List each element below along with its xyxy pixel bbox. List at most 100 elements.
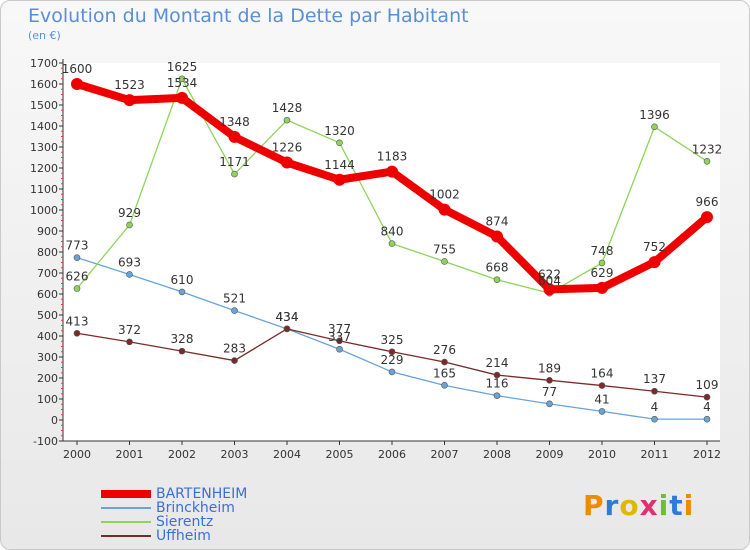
x-tick-label: 2002 [168, 448, 196, 461]
data-label-bartenheim: 1144 [324, 158, 355, 172]
data-point-sierentz [336, 139, 343, 147]
data-label-brinckheim: 693 [118, 255, 141, 269]
data-label-bartenheim: 1348 [219, 115, 250, 129]
plot-area [63, 63, 720, 441]
data-label-brinckheim: 521 [223, 292, 246, 306]
data-label-brinckheim: 337 [328, 330, 351, 344]
data-label-bartenheim: 1523 [114, 78, 145, 92]
data-point-bartenheim [438, 203, 451, 216]
data-point-uffheim [651, 387, 658, 395]
data-point-brinckheim [73, 254, 81, 261]
y-tick-label: 1700 [30, 57, 58, 70]
y-tick-label: 900 [37, 225, 58, 238]
data-label-sierentz: 1396 [639, 108, 670, 122]
data-label-bartenheim: 966 [696, 195, 719, 209]
data-label-brinckheim: 4 [651, 400, 659, 414]
legend-item-brinckheim: Brinckheim [101, 501, 301, 515]
y-tick-label: 700 [37, 267, 58, 280]
data-label-bartenheim: 1534 [167, 76, 198, 90]
legend-label: Uffheim [156, 528, 211, 544]
data-point-bartenheim [228, 130, 241, 143]
data-point-sierentz [231, 170, 238, 178]
x-tick-label: 2010 [588, 448, 616, 461]
data-point-brinckheim [178, 288, 186, 296]
data-point-uffheim [546, 377, 553, 384]
data-point-uffheim [73, 329, 81, 337]
data-label-uffheim: 377 [328, 322, 351, 336]
legend-label: BARTENHEIM [156, 486, 248, 502]
logo-letter: P [583, 489, 605, 522]
data-point-uffheim [178, 347, 186, 355]
proxiti-logo: Proxiti [583, 489, 694, 522]
data-point-uffheim [703, 393, 711, 401]
y-tick-label: 1100 [30, 183, 58, 196]
data-point-bartenheim [543, 283, 556, 296]
data-label-bartenheim: 622 [538, 267, 561, 281]
data-point-sierentz [441, 258, 448, 265]
data-label-sierentz: 626 [66, 270, 89, 284]
data-point-brinckheim [703, 415, 711, 423]
x-tick-label: 2009 [536, 448, 564, 461]
x-tick-label: 2004 [273, 448, 301, 461]
y-tick-label: 600 [37, 288, 58, 301]
x-tick-label: 2012 [693, 448, 721, 461]
data-label-brinckheim: 434 [276, 310, 299, 324]
chart-title: Evolution du Montant de la Dette par Hab… [28, 5, 469, 27]
legend-item-sierentz: Sierentz [101, 515, 301, 529]
data-point-sierentz [73, 285, 81, 292]
data-point-sierentz [651, 123, 658, 131]
legend-swatch [101, 521, 151, 523]
legend-label: Sierentz [156, 514, 214, 530]
data-label-bartenheim: 1183 [377, 150, 408, 164]
data-point-uffheim [441, 358, 448, 366]
legend-item-bartenheim: BARTENHEIM [101, 487, 301, 501]
y-tick-label: 100 [37, 393, 58, 406]
data-label-uffheim: 189 [538, 361, 561, 375]
data-label-uffheim: 276 [433, 343, 456, 357]
data-label-brinckheim: 165 [433, 366, 456, 380]
data-label-brinckheim: 41 [594, 392, 609, 406]
data-label-bartenheim: 1226 [272, 141, 303, 155]
data-point-sierentz [126, 221, 133, 229]
data-point-sierentz [598, 259, 606, 267]
data-label-sierentz: 840 [381, 225, 404, 239]
data-label-uffheim: 413 [66, 314, 89, 328]
y-tick-label: 1000 [30, 204, 58, 217]
data-label-bartenheim: 1002 [429, 188, 460, 202]
data-label-sierentz: 1171 [219, 155, 250, 169]
data-label-brinckheim: 116 [486, 377, 509, 391]
data-point-brinckheim [441, 382, 448, 389]
data-point-sierentz [388, 240, 396, 247]
legend-swatch [101, 490, 151, 498]
legend-label: Brinckheim [156, 500, 235, 516]
data-point-uffheim [231, 357, 238, 364]
data-label-uffheim: 328 [171, 332, 194, 346]
y-tick-label: 400 [37, 330, 58, 343]
data-point-bartenheim [123, 94, 136, 107]
data-point-sierentz [283, 116, 291, 124]
data-label-sierentz: 1232 [692, 142, 723, 156]
data-point-brinckheim [546, 400, 553, 408]
data-label-sierentz: 668 [486, 261, 509, 275]
data-point-sierentz [493, 276, 501, 284]
data-label-sierentz: 1428 [272, 101, 303, 115]
data-point-bartenheim [281, 156, 293, 169]
data-label-bartenheim: 629 [591, 266, 614, 280]
x-tick-label: 2001 [116, 448, 144, 461]
data-label-brinckheim: 610 [171, 273, 194, 287]
data-label-brinckheim: 77 [542, 385, 557, 399]
y-tick-label: 500 [37, 309, 58, 322]
data-label-sierentz: 1625 [167, 60, 198, 74]
data-point-bartenheim [176, 91, 188, 104]
data-point-uffheim [493, 371, 501, 379]
data-label-sierentz: 755 [433, 242, 456, 256]
y-tick-label: 1300 [30, 141, 58, 154]
data-point-bartenheim [648, 256, 661, 269]
data-label-bartenheim: 752 [643, 240, 666, 254]
logo-letter: x [639, 489, 659, 522]
data-point-bartenheim [491, 230, 503, 243]
x-tick-label: 2011 [641, 448, 669, 461]
data-point-brinckheim [493, 392, 501, 399]
